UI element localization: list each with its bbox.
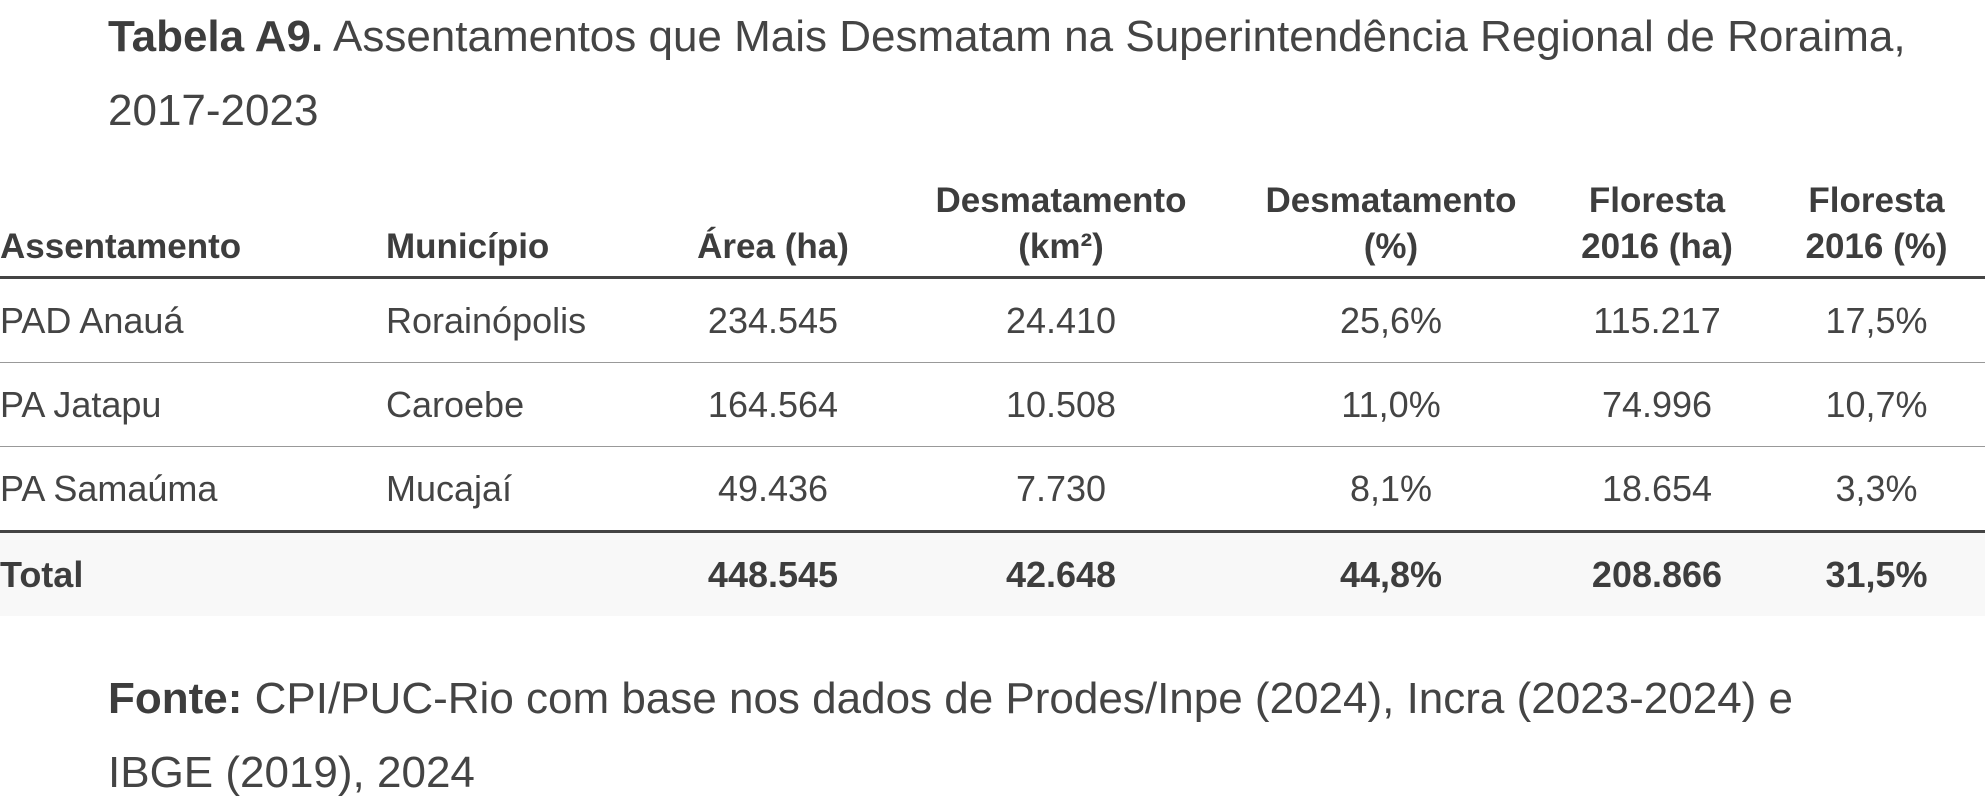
header-cell: Município xyxy=(386,224,660,270)
header-cell: Desmatamento (km²) xyxy=(886,178,1236,270)
table-cell: PA Jatapu xyxy=(0,383,162,425)
table: Assentamento Município Área (ha) Desmatamen… xyxy=(0,160,1985,616)
header-text: Floresta 2016 (%) xyxy=(1805,181,1948,266)
total-cell: 448.545 xyxy=(707,553,839,595)
table-cell: 234.545 xyxy=(707,299,839,341)
table-cell: 49.436 xyxy=(717,467,829,509)
header-text: Assentamento xyxy=(0,227,242,266)
total-cell: 44,8% xyxy=(1339,553,1443,595)
header-text: Município xyxy=(386,227,550,266)
source-label: Fonte: xyxy=(108,674,243,723)
table-cell: 24.410 xyxy=(1005,299,1117,341)
table-cell: 3,3% xyxy=(1835,467,1918,509)
table-cell: 17,5% xyxy=(1825,299,1928,341)
header-row: Assentamento Município Área (ha) Desmatamen… xyxy=(0,160,1985,279)
table-cell: 74.996 xyxy=(1601,383,1713,425)
header-cell: Floresta 2016 (%) xyxy=(1768,178,1985,270)
header-text: Floresta 2016 (ha) xyxy=(1581,181,1733,266)
table-cell: 10,7% xyxy=(1825,383,1928,425)
table-row: PA Samaúma Mucajaí 49.436 7.730 8,1% 18.654 3,… xyxy=(0,447,1985,533)
total-cell: 42.648 xyxy=(1005,553,1117,595)
table-cell: PAD Anauá xyxy=(0,299,184,341)
header-text: Desmatamento (%) xyxy=(1265,181,1517,266)
title-label: Tabela A9. xyxy=(108,12,324,61)
header-cell: Área (ha) xyxy=(660,224,886,270)
table-cell: 11,0% xyxy=(1341,383,1441,425)
table-cell: Caroebe xyxy=(386,383,525,425)
table-cell: 8,1% xyxy=(1349,467,1433,509)
table-cell: 10.508 xyxy=(1005,383,1117,425)
header-cell: Floresta 2016 (ha) xyxy=(1546,178,1768,270)
title-text: Assentamentos que Mais Desmatam na Super… xyxy=(108,12,1906,135)
source: Fonte: CPI/PUC-Rio com base nos dados de… xyxy=(108,662,1908,810)
table-title: Tabela A9. Assentamentos que Mais Desmat… xyxy=(108,0,1908,148)
table-row: PA Jatapu Caroebe 164.564 10.508 11,0% 74.996… xyxy=(0,363,1985,447)
table-cell: 7.730 xyxy=(1015,467,1107,509)
total-label: Total xyxy=(0,553,84,595)
table-cell: Mucajaí xyxy=(386,467,513,509)
total-cell: 208.866 xyxy=(1591,553,1723,595)
total-cell: 31,5% xyxy=(1825,553,1928,595)
table-cell: 25,6% xyxy=(1339,299,1443,341)
table-cell: 115.217 xyxy=(1593,299,1721,341)
header-cell: Desmatamento (%) xyxy=(1236,178,1546,270)
header-cell: Assentamento xyxy=(0,224,386,270)
source-text: CPI/PUC-Rio com base nos dados de Prodes… xyxy=(108,674,1794,797)
table-cell: 164.564 xyxy=(707,383,839,425)
table-cell: PA Samaúma xyxy=(0,467,218,509)
header-text: Área (ha) xyxy=(697,227,849,266)
header-text: Desmatamento (km²) xyxy=(935,181,1187,266)
table-row: PAD Anauá Rorainópolis 234.545 24.410 25,6% 1… xyxy=(0,279,1985,363)
table-cell: Rorainópolis xyxy=(386,299,587,341)
total-row: Total 448.545 42.648 44,8% 208.866 31,5% xyxy=(0,533,1985,616)
table-cell: 18.654 xyxy=(1601,467,1713,509)
